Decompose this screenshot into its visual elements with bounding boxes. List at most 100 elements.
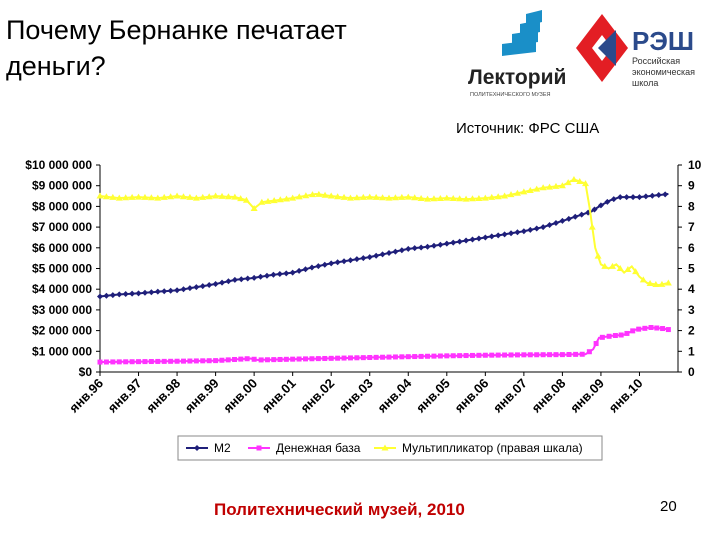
mult-point bbox=[391, 194, 399, 201]
base-point bbox=[238, 356, 244, 362]
base-point bbox=[553, 352, 559, 358]
m2-point bbox=[193, 284, 200, 291]
base-point bbox=[599, 334, 605, 340]
m2-point bbox=[135, 290, 142, 297]
base-point bbox=[399, 354, 405, 360]
base-point bbox=[392, 354, 398, 360]
m2-point bbox=[392, 248, 399, 255]
m2-point bbox=[308, 264, 315, 271]
series-0 bbox=[97, 191, 669, 300]
x-tick-label: янв.02 bbox=[297, 376, 337, 416]
mult-point bbox=[417, 194, 425, 201]
m2-point bbox=[501, 231, 508, 238]
base-point bbox=[256, 445, 262, 451]
base-point bbox=[547, 352, 553, 358]
mult-point bbox=[372, 193, 380, 200]
mult-point bbox=[334, 193, 342, 200]
x-tick-label: янв.03 bbox=[336, 376, 376, 416]
x-tick-label: янв.96 bbox=[66, 376, 106, 416]
mult-point bbox=[212, 192, 220, 199]
m2-point bbox=[527, 226, 534, 233]
m2-point bbox=[122, 291, 129, 298]
base-point bbox=[642, 325, 648, 331]
m2-point bbox=[649, 192, 656, 199]
mult-point bbox=[321, 191, 329, 198]
base-point bbox=[341, 355, 347, 361]
base-point bbox=[579, 351, 585, 357]
m2-point bbox=[109, 292, 116, 299]
y-right-tick-label: 8 bbox=[688, 199, 695, 213]
x-tick-label: янв.97 bbox=[105, 376, 145, 416]
mult-point bbox=[404, 193, 412, 200]
m2-point bbox=[276, 271, 283, 278]
base-point bbox=[457, 353, 463, 359]
m2-point bbox=[572, 213, 579, 220]
y-left-tick-label: $6 000 000 bbox=[32, 241, 92, 255]
y-right-tick-label: 3 bbox=[688, 303, 695, 317]
m2-point bbox=[141, 289, 148, 296]
m2-point bbox=[540, 224, 547, 231]
y-right-tick-label: 7 bbox=[688, 220, 695, 234]
m2-point bbox=[552, 219, 559, 226]
mult-point bbox=[652, 281, 660, 288]
m2-point bbox=[238, 276, 245, 283]
mult-point bbox=[115, 194, 123, 201]
m2-point bbox=[270, 271, 277, 278]
y-right-tick-label: 9 bbox=[688, 179, 695, 193]
base-point bbox=[521, 352, 527, 358]
base-point bbox=[606, 333, 612, 339]
m2-point bbox=[328, 260, 335, 267]
m2-point bbox=[597, 202, 604, 209]
base-point bbox=[593, 341, 599, 347]
y-left-tick-label: $8 000 000 bbox=[32, 199, 92, 213]
m2-point bbox=[430, 242, 437, 249]
mult-point bbox=[513, 189, 521, 196]
legend-label: Мультипликатор (правая шкала) bbox=[402, 441, 583, 455]
base-point bbox=[180, 358, 186, 364]
m2-point bbox=[475, 235, 482, 242]
mult-point bbox=[507, 191, 515, 198]
base-point bbox=[476, 352, 482, 358]
m2-point bbox=[617, 194, 624, 201]
mult-point bbox=[481, 194, 489, 201]
mult-point bbox=[488, 193, 496, 200]
base-point bbox=[566, 351, 572, 357]
m2-point bbox=[520, 228, 527, 235]
mult-point bbox=[258, 198, 266, 205]
mult-point bbox=[135, 193, 143, 200]
mult-point bbox=[96, 192, 104, 199]
mult-point bbox=[456, 195, 464, 202]
base-point bbox=[412, 354, 418, 360]
y-right-tick-label: 5 bbox=[688, 262, 695, 276]
mult-point bbox=[276, 196, 284, 203]
base-point bbox=[174, 358, 180, 364]
m2-point bbox=[206, 282, 213, 289]
m2-point bbox=[463, 237, 470, 244]
y-right-tick-label: 10 bbox=[688, 158, 702, 172]
mult-point bbox=[224, 193, 232, 200]
m2-point bbox=[167, 287, 174, 294]
nes-logo-sub2: экономическая bbox=[632, 67, 695, 77]
m2-point bbox=[296, 267, 303, 274]
mult-point bbox=[546, 183, 554, 190]
m2-point bbox=[360, 255, 367, 262]
nes-logo-sub1: Российская bbox=[632, 56, 680, 66]
x-tick-label: янв.09 bbox=[567, 376, 607, 416]
mult-point bbox=[289, 194, 297, 201]
m2-point bbox=[398, 247, 405, 254]
base-point bbox=[296, 356, 302, 362]
mult-point bbox=[270, 197, 278, 204]
base-point bbox=[335, 355, 341, 361]
m2-point bbox=[219, 279, 226, 286]
mult-point bbox=[558, 182, 566, 189]
mult-point bbox=[576, 178, 584, 185]
mult-point bbox=[462, 195, 470, 202]
m2-point bbox=[148, 289, 155, 296]
y-left-tick-label: $2 000 000 bbox=[32, 324, 92, 338]
base-point bbox=[283, 356, 289, 362]
m2-point bbox=[194, 445, 200, 451]
mult-point bbox=[436, 194, 444, 201]
x-tick-label: янв.05 bbox=[413, 376, 453, 416]
m2-point bbox=[244, 275, 251, 282]
base-point bbox=[309, 356, 315, 362]
